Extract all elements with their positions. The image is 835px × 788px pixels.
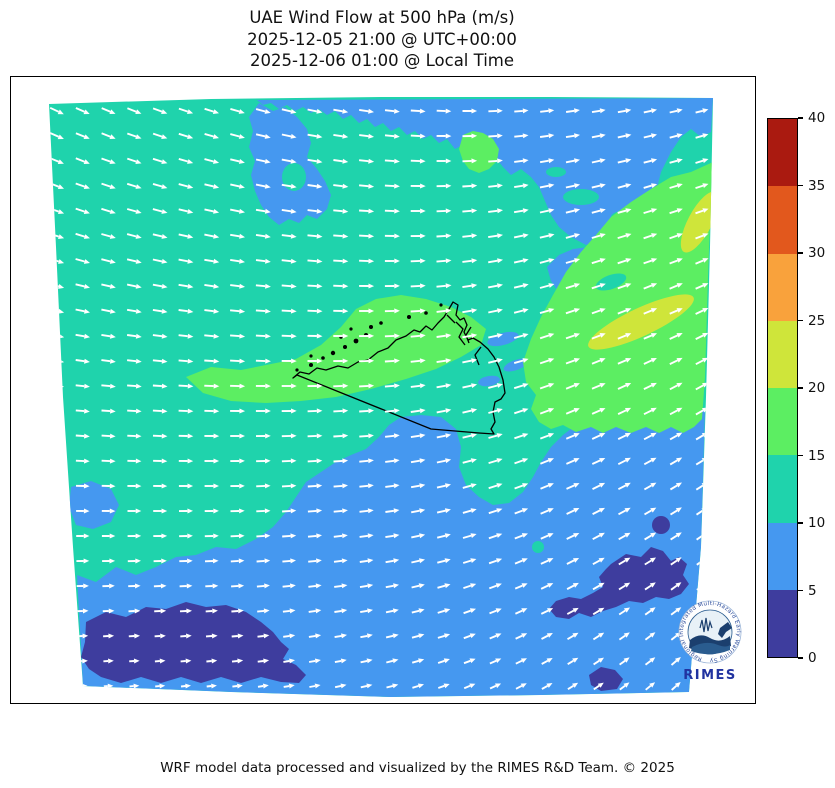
colorbar-tick-label: 25	[808, 312, 826, 329]
colorbar-tick-mark	[798, 589, 803, 592]
colorbar-tick-label: 20	[808, 380, 826, 396]
colorbar-tick-mark	[798, 657, 803, 659]
plot-title: UAE Wind Flow at 500 hPa (m/s) 2025-12-0…	[10, 7, 754, 72]
region-yellow-streak-main	[588, 294, 694, 350]
region-center-green	[186, 295, 486, 403]
rimes-logo-emblem: Regional Integrated Multi-Hazard Early W…	[673, 594, 742, 664]
region-teal-dot	[532, 541, 544, 553]
colorbar-body	[767, 118, 798, 658]
region-east-green	[523, 162, 713, 433]
title-line-2: 2025-12-05 21:00 @ UTC+00:00	[247, 29, 517, 49]
colorbar-tick-label: 0	[808, 650, 817, 666]
colorbar-tick-label: 40	[808, 110, 826, 126]
colorbar-tick-label: 10	[808, 515, 826, 531]
region-teal-hole-b	[563, 189, 599, 205]
title-line-1: UAE Wind Flow at 500 hPa (m/s)	[249, 8, 515, 27]
colorbar-tick-label: 5	[808, 582, 817, 599]
wind-arrows	[49, 106, 709, 691]
wind-map-svg	[49, 97, 713, 697]
colorbar-segment	[768, 388, 797, 456]
colorbar-segment	[768, 455, 797, 523]
logo-wordmark: RIMES	[683, 668, 737, 683]
region-top-blue-band	[257, 98, 713, 245]
logo-wave2-icon	[691, 642, 730, 655]
colorbar-tick-mark	[798, 319, 803, 322]
region-navy-bottom-small	[589, 667, 623, 691]
region-left-blue-lobe	[69, 481, 119, 529]
colorbar-tick-mark	[798, 387, 803, 389]
colorbar: 0 5 10 15 20 25 30 35 40	[767, 110, 835, 666]
colorbar-tick-mark	[798, 522, 803, 524]
region-teal-hole-a	[282, 163, 306, 191]
logo-seismic-icon	[699, 617, 713, 633]
colorbar-segment	[768, 589, 797, 657]
colorbar-tick-mark	[798, 454, 803, 457]
region-navy-southeast	[549, 547, 689, 619]
colorbar-tick-mark	[798, 117, 803, 119]
colorbar-tick-label: 30	[808, 245, 826, 261]
region-yellow-streak-edge	[680, 191, 713, 253]
map-axes	[10, 76, 756, 704]
colorbar-segment	[768, 186, 797, 254]
title-line-3: 2025-12-06 01:00 @ Local Time	[249, 51, 515, 70]
colorbar-tick-mark	[798, 184, 803, 187]
region-navy-dot	[652, 516, 670, 534]
region-teal-hole-d	[546, 167, 566, 177]
footer-credit: WRF model data processed and visualized …	[160, 760, 675, 776]
region-navy-southwest	[81, 602, 306, 683]
region-teal-hole-e	[595, 273, 627, 291]
colorbar-segment	[768, 253, 797, 321]
rimes-logo: Regional Integrated Multi-Hazard Early W…	[673, 594, 744, 690]
colorbar-tick-label: 35	[808, 177, 826, 194]
colorbar-tick-mark	[798, 252, 803, 254]
logo-bird-icon	[718, 622, 732, 638]
uae-island-dots	[295, 303, 443, 372]
colorbar-tick-label: 15	[808, 447, 826, 464]
region-topcenter-green	[459, 131, 499, 173]
region-blue-streak-3	[478, 375, 500, 387]
colorbar-segment	[768, 320, 797, 388]
colorbar-segment	[768, 119, 797, 187]
colorbar-segment	[768, 522, 797, 590]
